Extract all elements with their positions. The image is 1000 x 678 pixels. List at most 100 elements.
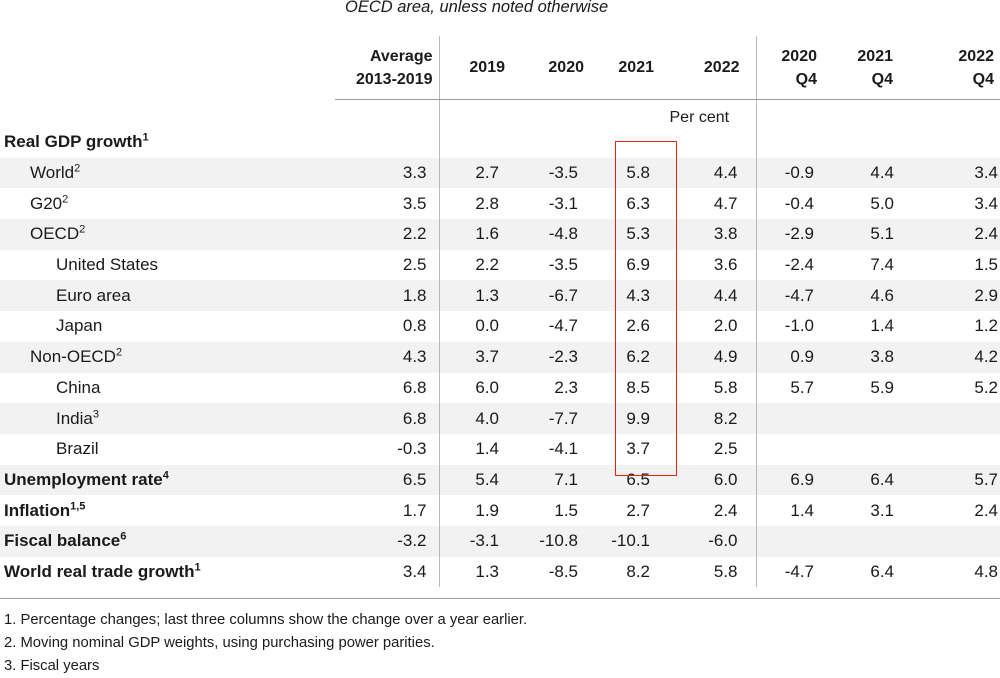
table-cell xyxy=(836,403,916,434)
highlight-2021-box xyxy=(615,141,677,476)
table-cell: 5.3 xyxy=(596,219,676,250)
table-row: Inflation1,5 1.7 1.9 1.5 2.7 2.4 1.4 3.1 2.4 xyxy=(0,495,1000,526)
row-label: China xyxy=(56,377,101,397)
table-cell: -3.2 xyxy=(335,525,439,557)
table-cell: 6.5 xyxy=(335,464,439,496)
table-cell: 0.9 xyxy=(755,341,836,373)
table-cell: -10.8 xyxy=(517,525,596,557)
table-cell: 4.7 xyxy=(713,193,738,213)
table-cell: -1.0 xyxy=(755,311,836,342)
table-cell: -2.4 xyxy=(755,249,836,281)
row-label: Japan xyxy=(56,316,103,336)
footnote-ref: 1 xyxy=(194,561,201,574)
table-cell: 6.3 xyxy=(626,193,650,213)
table-cell: 3.3 xyxy=(335,157,439,189)
table-cell xyxy=(916,434,1000,465)
table-cell: 5.8 xyxy=(713,377,738,397)
table-cell: 4.4 xyxy=(676,280,756,312)
table-cell: 2.2 xyxy=(438,249,517,281)
table-cell: 6.5 xyxy=(596,464,676,496)
table-cell xyxy=(836,525,916,557)
table-cell: 1.6 xyxy=(438,219,517,250)
table-cell: 1.2 xyxy=(974,316,998,336)
table-cell xyxy=(755,525,836,557)
table-cell: 3.6 xyxy=(713,255,738,275)
footnote-ref: 2 xyxy=(79,223,86,236)
table-cell: 1.5 xyxy=(554,500,578,520)
table-cell: 6.8 xyxy=(402,377,427,397)
table-cell: -6.7 xyxy=(517,280,596,312)
table-cell: 5.8 xyxy=(596,157,676,189)
table-cell: 6.4 xyxy=(836,464,916,496)
table-cell: 3.8 xyxy=(676,219,756,250)
table-cell: 3.4 xyxy=(916,157,1000,189)
table-cell: 3.7 xyxy=(438,341,517,373)
table-cell: 2.5 xyxy=(402,255,427,275)
table-row: Japan 0.8 0.0 -4.7 2.6 2.0 -1.0 1.4 1.2 xyxy=(0,311,1000,342)
table-cell: -2.3 xyxy=(517,341,596,373)
table-cell: 1.3 xyxy=(438,280,517,312)
column-header: 2020 Q4 xyxy=(755,36,836,100)
row-label: World2 xyxy=(0,157,335,189)
table-cell: 2.4 xyxy=(916,219,1000,250)
table-cell: 6.0 xyxy=(438,372,517,404)
footnote-ref: 2 xyxy=(115,346,123,359)
row-label: World real trade growth1 xyxy=(4,561,201,581)
footnotes: 1. Percentage changes; last three column… xyxy=(4,609,527,678)
table-cell: 2.8 xyxy=(438,188,517,220)
table-cell: 3.8 xyxy=(836,341,916,373)
footnote-ref: 6 xyxy=(120,530,127,543)
table-cell: 2.4 xyxy=(713,500,738,520)
table-cell: 3.4 xyxy=(402,561,427,581)
row-label: Unemployment rate4 xyxy=(0,464,335,496)
column-header: 2021 xyxy=(596,36,676,100)
table-cell: 5.7 xyxy=(916,464,1000,496)
table-cell: 1.3 xyxy=(438,556,517,588)
unit-label: Per cent xyxy=(438,99,756,127)
table-cell: 5.9 xyxy=(870,377,894,397)
table-cell: 5.0 xyxy=(870,193,894,213)
table-cell: 4.3 xyxy=(335,341,439,373)
table-cell: 1.9 xyxy=(438,495,517,526)
table-cell: 5.1 xyxy=(836,219,916,250)
table-cell xyxy=(755,403,836,434)
projections-table: Average 2013-2019 2019 2020 2021 2022 202… xyxy=(0,36,1000,588)
table-cell: -2.9 xyxy=(755,219,836,250)
row-label: Euro area xyxy=(0,280,335,312)
footnote: 1. Percentage changes; last three column… xyxy=(4,612,528,628)
table-cell: 4.4 xyxy=(836,157,916,189)
table-cell: -4.1 xyxy=(548,439,578,459)
table-cell: 3.7 xyxy=(626,439,650,459)
row-label: OECD2 xyxy=(0,219,335,250)
table-cell xyxy=(916,127,1000,158)
table-cell: 4.9 xyxy=(676,341,756,373)
table-cell xyxy=(755,127,836,158)
table-cell xyxy=(438,127,517,158)
table-cell: -7.7 xyxy=(517,403,596,434)
table-cell: 5.4 xyxy=(438,464,517,496)
table-cell: 4.4 xyxy=(676,157,756,189)
table-cell: 2.4 xyxy=(974,500,998,520)
table-row: World2 3.3 2.7 -3.5 5.8 4.4 -0.9 4.4 3.4 xyxy=(0,157,1000,189)
table-cell xyxy=(916,403,1000,434)
table-cell: 5.8 xyxy=(713,561,738,581)
table-cell: 5.7 xyxy=(755,372,836,404)
row-label: Non-OECD2 xyxy=(0,341,335,373)
table-cell: 9.9 xyxy=(596,403,676,434)
table-cell: 4.2 xyxy=(916,341,1000,373)
table-cell: 1.4 xyxy=(870,316,894,336)
footnote-ref: 1,5 xyxy=(70,499,86,512)
table-cell: -4.8 xyxy=(517,219,596,250)
row-label: Inflation1,5 xyxy=(4,499,86,520)
row-label: Brazil xyxy=(56,439,99,459)
table-row: G202 3.5 2.8 -3.1 6.3 4.7 -0.4 5.0 3.4 xyxy=(0,188,1000,220)
column-header: 2022 Q4 xyxy=(916,36,1000,100)
table-cell: 6.0 xyxy=(676,464,756,496)
table-cell: 1.8 xyxy=(335,280,439,312)
footnote-ref: 2 xyxy=(62,193,69,206)
table-cell: 3.1 xyxy=(870,500,894,520)
table-cell: -10.1 xyxy=(596,525,676,557)
table-cell: 7.1 xyxy=(517,464,596,496)
table-cell xyxy=(836,127,916,158)
table-cell: -0.3 xyxy=(397,439,427,459)
